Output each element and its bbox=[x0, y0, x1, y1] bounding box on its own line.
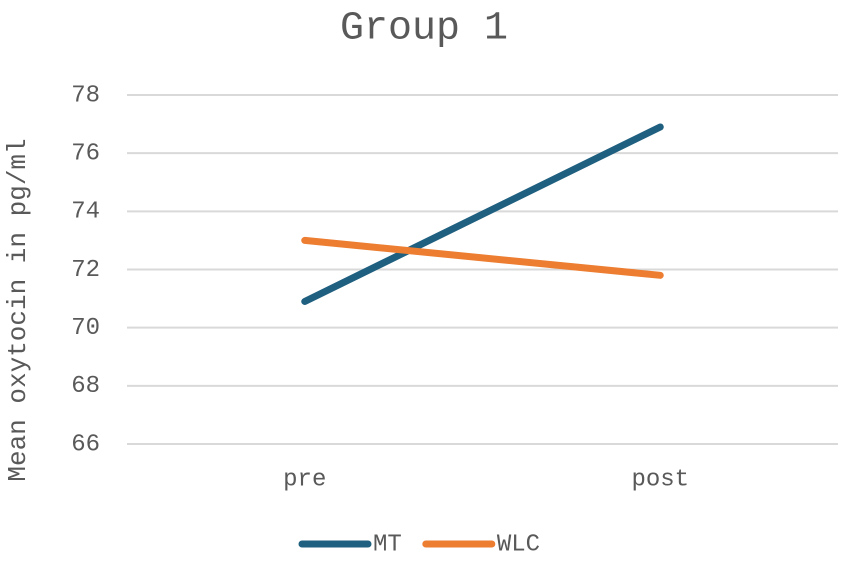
data-line bbox=[301, 123, 664, 305]
y-axis-label: Mean oxytocin in pg/ml bbox=[3, 138, 33, 481]
y-tick-label: 78 bbox=[71, 82, 100, 109]
chart-title: Group 1 bbox=[340, 7, 508, 52]
y-tick-label: 76 bbox=[71, 141, 100, 168]
legend-label: MT bbox=[373, 531, 402, 558]
y-tick-label: 74 bbox=[71, 199, 100, 226]
x-tick-label: pre bbox=[283, 466, 326, 493]
y-tick-label: 70 bbox=[71, 315, 100, 342]
y-tick-label: 72 bbox=[71, 257, 100, 284]
y-tick-label: 66 bbox=[71, 431, 100, 458]
y-tick-label: 68 bbox=[71, 373, 100, 400]
data-line bbox=[301, 236, 664, 279]
x-tick-label: post bbox=[631, 466, 689, 493]
legend-label: WLC bbox=[497, 531, 540, 558]
